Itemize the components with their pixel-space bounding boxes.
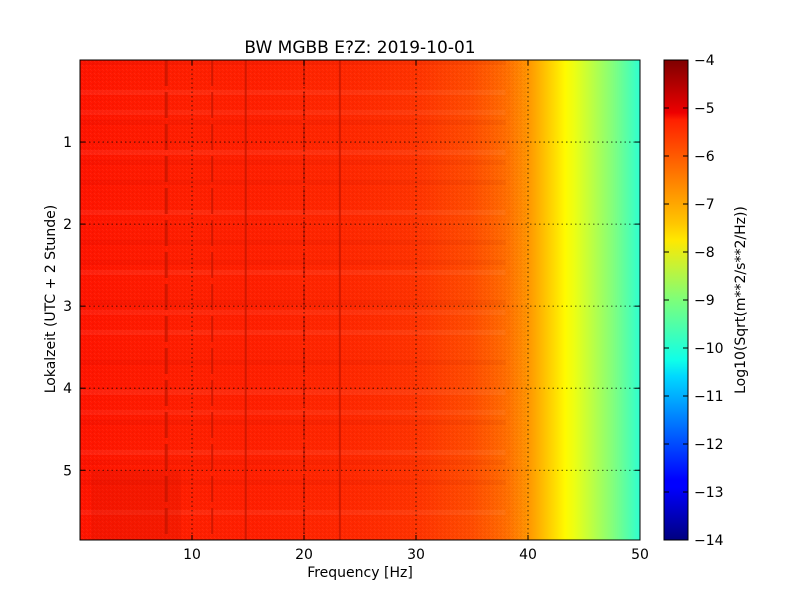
time-band (80, 180, 506, 185)
colorbar-tick-label: −9 (694, 293, 715, 309)
time-band (80, 240, 506, 245)
y-tick-label: 4 (63, 381, 72, 397)
time-band (80, 360, 506, 365)
time-band (80, 450, 506, 455)
time-band (80, 330, 506, 335)
time-band (80, 390, 506, 395)
time-band (80, 410, 506, 415)
colorbar-label: Log10(Sqrt(m**2/s**2/Hz)) (733, 206, 749, 394)
colorbar-tick-label: −10 (694, 341, 724, 357)
x-tick-label: 30 (407, 547, 425, 563)
y-axis: 1 2 3 4 5 (63, 135, 640, 479)
time-band (80, 210, 506, 215)
colorbar-tick-label: −8 (694, 245, 715, 261)
colorbar-ticks: −4 −5 −6 −7 −8 −9 −10 −11 −12 −13 −14 (664, 53, 724, 549)
y-tick-label: 5 (63, 463, 72, 479)
time-band (80, 460, 506, 465)
colorbar-tick-label: −12 (694, 437, 724, 453)
low-frequency-burst (91, 470, 181, 540)
y-tick-label: 1 (63, 135, 72, 151)
x-axis-label: Frequency [Hz] (307, 565, 413, 581)
y-tick-label: 3 (63, 299, 72, 315)
colorbar-tick-label: −4 (694, 53, 715, 69)
time-band (80, 110, 506, 115)
colorbar-tick-label: −6 (694, 149, 715, 165)
time-band (80, 270, 506, 275)
chart-title: BW MGBB E?Z: 2019-10-01 (244, 38, 475, 58)
colorbar: −4 −5 −6 −7 −8 −9 −10 −11 −12 −13 −14 Log10(Sqrt(m… (663, 53, 749, 549)
time-band (80, 420, 506, 425)
x-tick-label: 50 (631, 547, 649, 563)
x-tick-label: 40 (519, 547, 537, 563)
x-tick-label: 10 (183, 547, 201, 563)
y-tick-label: 2 (63, 217, 72, 233)
time-band (80, 510, 506, 515)
time-band (80, 60, 506, 65)
time-band (80, 160, 506, 165)
time-band (80, 90, 506, 95)
time-band (80, 120, 506, 125)
x-axis: 10 20 30 40 50 (183, 60, 649, 563)
y-axis-label: Lokalzeit (UTC + 2 Stunde) (43, 205, 59, 394)
colorbar-tick-label: −5 (694, 101, 715, 117)
colorbar-tick-label: −11 (694, 389, 724, 405)
time-band (80, 300, 506, 305)
time-band (80, 310, 506, 315)
time-band (80, 150, 506, 155)
time-band (80, 260, 506, 265)
x-tick-label: 20 (295, 547, 313, 563)
colorbar-tick-label: −14 (694, 533, 724, 549)
plot-frame (79, 59, 641, 541)
time-band (80, 480, 506, 485)
plot-area (79, 59, 641, 541)
colorbar-tick-label: −7 (694, 197, 715, 213)
colorbar-tick-label: −13 (694, 485, 724, 501)
